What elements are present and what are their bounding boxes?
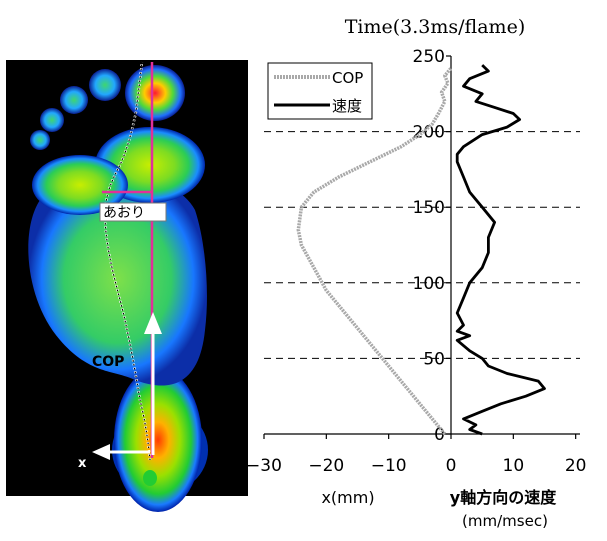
chart-title: Time(3.3ms/flame)	[345, 16, 525, 38]
x-tick-label-10: 10	[503, 456, 525, 476]
y-axis-arrow-head	[144, 312, 162, 334]
x-direction-label: x	[78, 456, 87, 471]
cop-label: COP	[92, 354, 124, 370]
pressure-map-panel: あおり COP x	[6, 60, 248, 512]
legend-box	[267, 62, 373, 120]
y-tick-labels: 0 50 100 150 200 250	[413, 47, 445, 445]
y-tick-label-150: 150	[413, 198, 445, 218]
x-tick-label--30: −30	[246, 456, 282, 476]
x-tick-label-20: 20	[565, 456, 587, 476]
axes	[263, 55, 580, 439]
series-layer	[296, 64, 546, 436]
y-tick-label-0: 0	[434, 425, 445, 445]
x-axis-label: x(mm)	[321, 488, 374, 507]
y-tick-label-250: 250	[413, 47, 445, 67]
speed-axis-unit: (mm/msec)	[462, 512, 548, 530]
series-line-speed	[455, 64, 546, 436]
y-tick-label-200: 200	[413, 123, 445, 143]
foot-pressure-image	[28, 65, 208, 512]
grid-lines	[264, 131, 580, 359]
series-line-cop	[296, 66, 453, 436]
y-tick-label-50: 50	[423, 349, 445, 369]
y-tick-label-100: 100	[413, 274, 445, 294]
x-axis-arrow-head	[92, 444, 110, 460]
legend-label-speed: 速度	[332, 97, 362, 115]
speed-axis-label: y軸方向の速度	[450, 488, 557, 507]
aori-label: あおり	[103, 205, 145, 221]
legend: COP 速度	[267, 62, 373, 120]
x-tick-label--20: −20	[308, 456, 344, 476]
x-tick-label--10: −10	[371, 456, 407, 476]
x-tick-labels: −30 −20 −10 0 10 20	[246, 456, 586, 476]
x-tick-label-0: 0	[446, 456, 457, 476]
legend-label-cop: COP	[332, 69, 363, 87]
cop-trajectory-dark	[104, 61, 151, 461]
aori-label-box	[99, 202, 167, 222]
